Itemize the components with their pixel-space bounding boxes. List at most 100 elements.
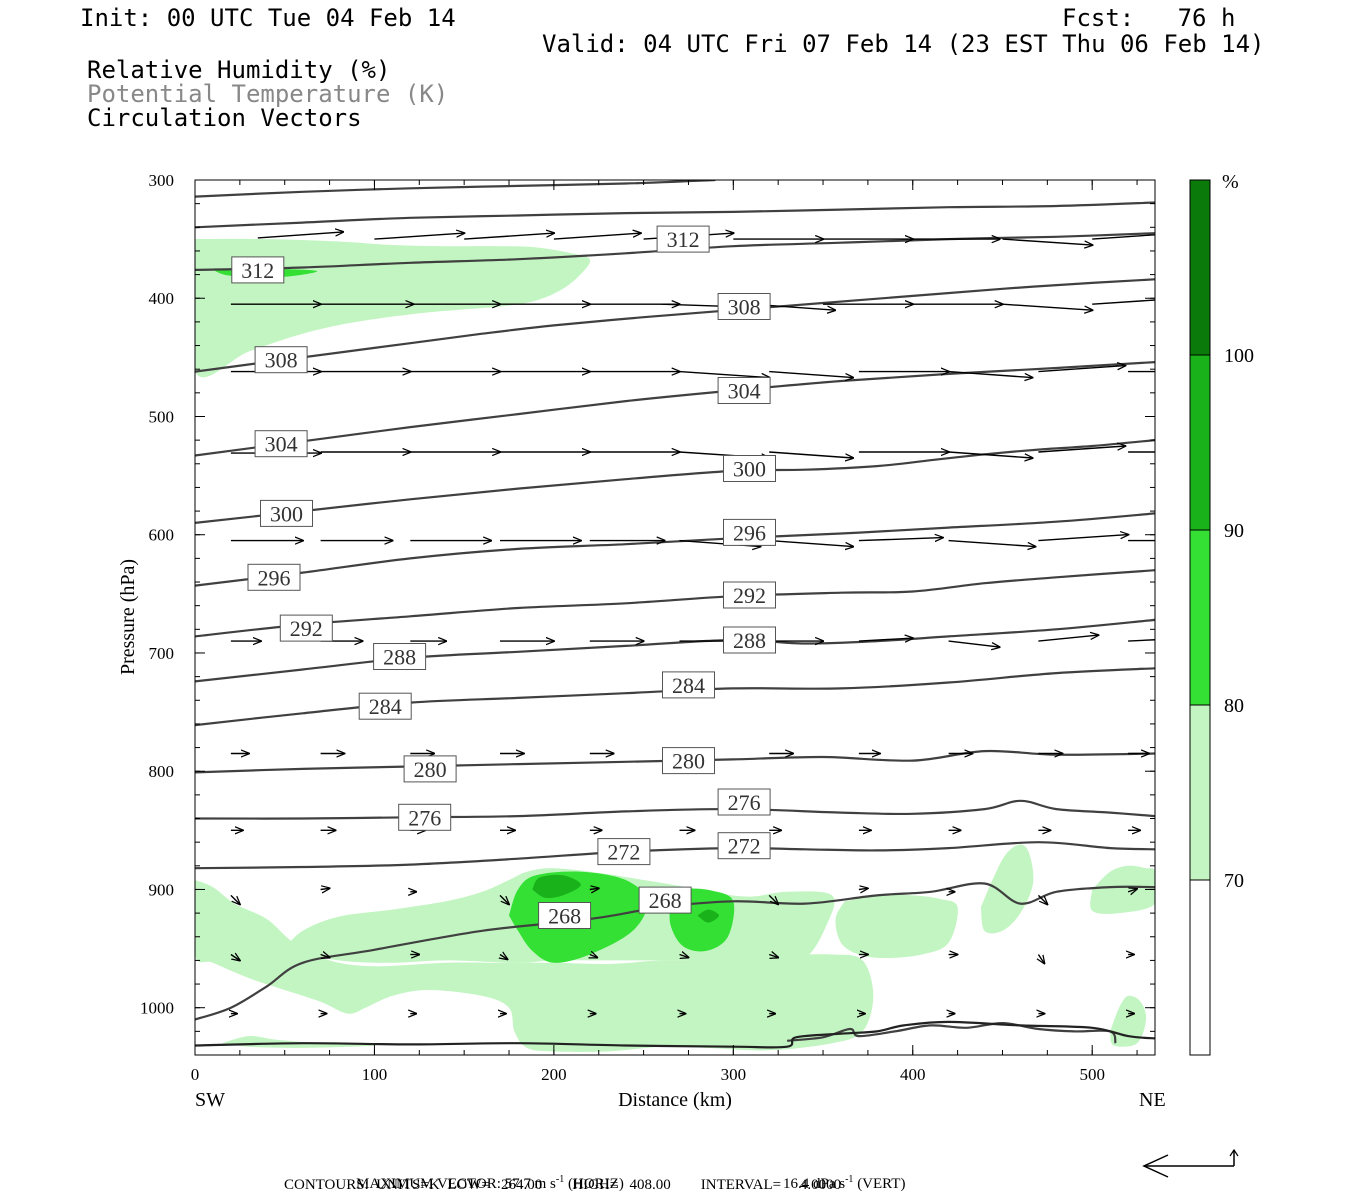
contour-label-box: [254, 430, 308, 458]
circulation-vector: [948, 539, 1036, 547]
contour-label-304: 304: [728, 379, 761, 404]
y-tick-label: 800: [149, 762, 175, 781]
contour-label-280: 280: [672, 749, 705, 774]
colorbar-segment: [1189, 704, 1211, 881]
axes: 0 100 200 300 400 500 300 400 500 600 700 800 900 100…: [117, 171, 1166, 1111]
contour-label-308: 308: [265, 348, 298, 373]
rh-area-70: [1090, 865, 1155, 914]
rh-area-70: [195, 880, 874, 1052]
theta-contour-268: [195, 882, 1155, 1021]
contour-label-box: [662, 747, 715, 775]
contour-label-296: 296: [258, 565, 291, 590]
contour-label-284: 284: [672, 673, 705, 698]
circulation-vector: [1002, 303, 1093, 310]
circulation-vector: [858, 538, 943, 541]
colorbar-unit: %: [1222, 171, 1239, 193]
y-tick-label: 500: [149, 407, 175, 426]
x-tick-label: 0: [191, 1065, 200, 1084]
colorbar-segment: [1189, 179, 1211, 356]
circulation-vector: [374, 233, 464, 240]
contour-label-272: 272: [728, 834, 761, 859]
contour-label-box: [723, 518, 776, 546]
circulation-vector: [257, 232, 344, 239]
circulation-vector: [1002, 238, 1093, 245]
contour-label-box: [597, 838, 651, 866]
circulation-vector: [1038, 635, 1098, 642]
circulation-vector: [1037, 894, 1047, 904]
contour-label-box: [717, 832, 771, 860]
contour-label-box: [638, 886, 692, 914]
x-tick-label: 100: [362, 1065, 388, 1084]
x-tick-label: 300: [721, 1065, 747, 1084]
colorbar-segment: [1189, 879, 1211, 1056]
contour-label-box: [358, 692, 412, 720]
circulation-vector: [499, 894, 509, 904]
circulation-vector: [320, 955, 330, 958]
contour-label-box: [723, 581, 776, 609]
y-tick-label: 600: [149, 526, 175, 545]
circulation-vector: [679, 955, 689, 958]
contours-info: CONTOURS: UNITS=K LOW= 264.00 HIGH= 408.…: [284, 1177, 842, 1193]
circulation-vector: [1092, 299, 1155, 305]
contour-label-300: 300: [270, 501, 303, 526]
contour-label-288: 288: [733, 628, 766, 653]
circulation-vector: [1038, 954, 1044, 964]
contour-label-292: 292: [290, 616, 323, 641]
x-end-label-ne: NE: [1139, 1089, 1166, 1111]
contour-label-box: [662, 671, 715, 699]
colorbar-level-label: 90: [1224, 520, 1244, 542]
circulation-vector: [858, 638, 913, 641]
circulation-vector: [948, 640, 1000, 647]
colorbar-segment: [1189, 354, 1211, 531]
colorbar-segment: [1189, 529, 1211, 706]
circulation-vector: [769, 370, 853, 378]
rh-area-70: [221, 1036, 375, 1048]
rh-area-90: [532, 874, 581, 899]
contour-labels: 312 312 308 308 304 304 300 300 296 296 292 292 288 2…: [231, 225, 776, 929]
contour-label-312: 312: [667, 227, 700, 252]
colorbar-level-label: 100: [1224, 345, 1254, 367]
y-tick-label: 1000: [140, 999, 174, 1018]
max-vector-horiz-unit: -1: [555, 1174, 565, 1185]
contour-label-272: 272: [607, 840, 640, 865]
contour-label-box: [260, 499, 313, 527]
contour-label-box: [717, 377, 771, 404]
field-rh-label: Relative Humidity (%): [87, 56, 391, 84]
contour-label-box: [717, 788, 771, 816]
max-vector-vert-unit: -1: [845, 1174, 854, 1185]
max-vector-label: MAXIMUM VECTOR:: [356, 1176, 501, 1192]
contour-label-308: 308: [728, 295, 761, 320]
max-vector-vert-tag: (VERT): [857, 1176, 906, 1192]
contour-label-box: [398, 803, 452, 831]
x-tick-label: 400: [900, 1065, 926, 1084]
contour-label-292: 292: [733, 583, 766, 608]
contour-label-312: 312: [241, 258, 274, 283]
circulation-vector: [230, 894, 240, 904]
rh-colorbar: 100 90 80 70%: [1189, 171, 1254, 1056]
max-vector-line: MAXIMUM VECTOR: 57.7 m s-1 (HORIZ): [341, 1157, 624, 1200]
circulation-vector: [590, 955, 598, 958]
max-vector-horiz: 57.7 m s: [504, 1176, 556, 1192]
init-time: Init: 00 UTC Tue 04 Feb 14: [80, 4, 456, 32]
plot-frame: [194, 179, 1156, 1056]
max-vector-vert: 16.4 dPa s: [783, 1176, 846, 1192]
max-vector-vert-line: 16.4 dPa s-1 (VERT): [768, 1157, 905, 1200]
theta-contour-304: [195, 361, 1155, 457]
contour-label-300: 300: [733, 457, 766, 482]
contour-label-280: 280: [414, 757, 447, 782]
circulation-vector: [679, 370, 770, 378]
contour-line-2: [786, 1021, 1117, 1044]
contour-label-box: [656, 225, 710, 253]
circulation-vector: [320, 888, 330, 889]
contour-label-284: 284: [369, 694, 402, 719]
theta-contour-296: [195, 512, 1155, 587]
contour-label-box: [403, 755, 457, 783]
contour-label-276: 276: [728, 790, 761, 815]
y-tick-label: 400: [149, 289, 175, 308]
rh-area-90: [697, 909, 719, 923]
circulation-vector: [948, 451, 1033, 458]
y-axis-label: Pressure (hPa): [117, 559, 139, 675]
circulation-vector: [1038, 366, 1125, 373]
contour-label-box: [231, 256, 285, 284]
contour-label-box: [538, 902, 592, 929]
